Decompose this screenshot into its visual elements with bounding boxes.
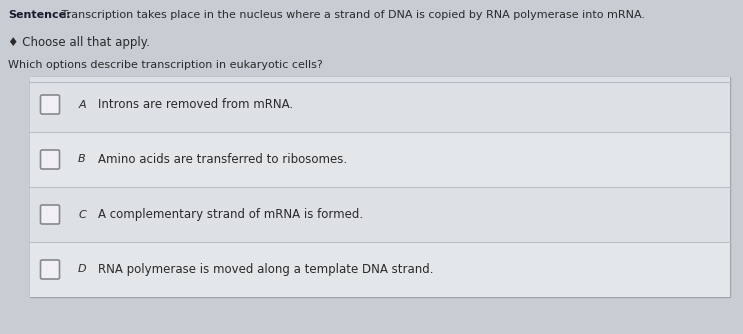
Text: A: A: [78, 100, 85, 110]
Text: Sentence:: Sentence:: [8, 10, 71, 20]
Text: Transcription takes place in the nucleus where a strand of DNA is copied by RNA : Transcription takes place in the nucleus…: [58, 10, 645, 20]
Bar: [30, 132, 730, 187]
Text: D: D: [78, 265, 86, 275]
Text: Amino acids are transferred to ribosomes.: Amino acids are transferred to ribosomes…: [98, 153, 347, 166]
FancyBboxPatch shape: [41, 150, 59, 169]
Text: RNA polymerase is moved along a template DNA strand.: RNA polymerase is moved along a template…: [98, 263, 433, 276]
Text: ♦ Choose all that apply.: ♦ Choose all that apply.: [8, 36, 150, 49]
Bar: [30, 77, 730, 297]
Bar: [30, 77, 730, 132]
Text: Which options describe transcription in eukaryotic cells?: Which options describe transcription in …: [8, 60, 322, 70]
Bar: [30, 187, 730, 242]
FancyBboxPatch shape: [41, 95, 59, 114]
Text: A complementary strand of mRNA is formed.: A complementary strand of mRNA is formed…: [98, 208, 363, 221]
Bar: [30, 242, 730, 297]
Text: Introns are removed from mRNA.: Introns are removed from mRNA.: [98, 98, 293, 111]
Text: B: B: [78, 155, 85, 165]
FancyBboxPatch shape: [41, 260, 59, 279]
Text: C: C: [78, 209, 86, 219]
FancyBboxPatch shape: [41, 205, 59, 224]
